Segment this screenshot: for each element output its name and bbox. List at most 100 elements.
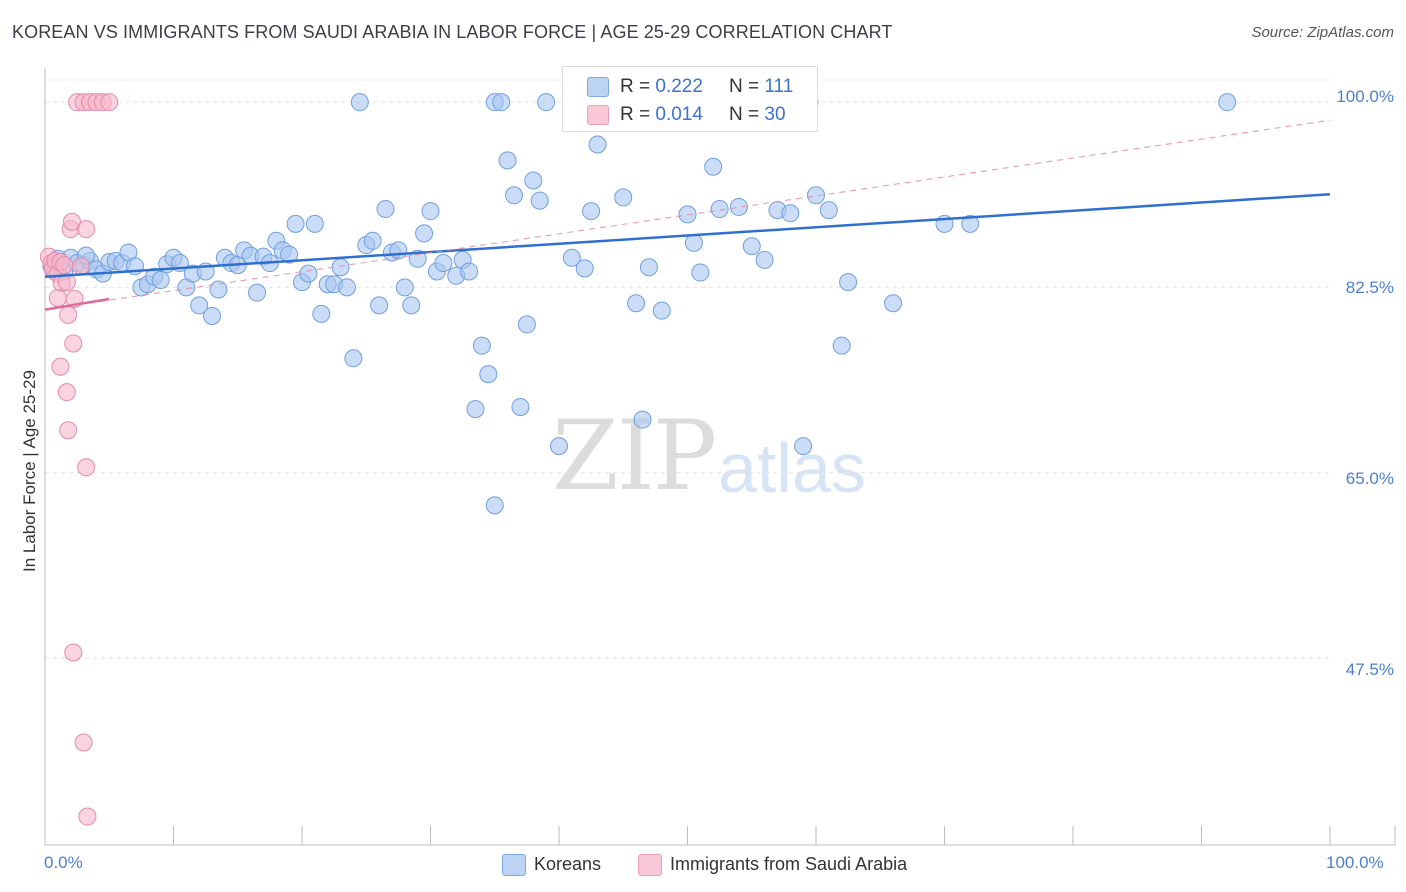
point-koreans-48 — [350, 93, 369, 112]
point-koreans-23 — [190, 296, 209, 315]
point-koreans-52 — [376, 200, 395, 219]
point-koreans-64 — [460, 262, 479, 281]
legend-swatch-saudi — [587, 105, 609, 125]
point-koreans-65 — [466, 400, 485, 419]
point-koreans-90 — [684, 233, 703, 252]
n-value-koreans: 111 — [764, 76, 794, 97]
point-saudi-7 — [55, 256, 74, 275]
point-koreans-37 — [280, 245, 299, 264]
series-legend: Koreans Immigrants from Saudi Arabia — [0, 852, 1406, 878]
point-koreans-105 — [884, 294, 903, 313]
point-koreans-51 — [370, 296, 389, 315]
point-koreans-86 — [633, 410, 652, 429]
point-koreans-104 — [839, 273, 858, 292]
legend-swatch-koreans-bottom — [502, 854, 526, 876]
point-koreans-78 — [550, 437, 568, 456]
point-saudi-26 — [64, 643, 83, 662]
point-koreans-79 — [562, 248, 581, 267]
y-tick-label-47-5: 47.5% — [1345, 660, 1394, 679]
point-koreans-40 — [299, 264, 318, 283]
point-koreans-82 — [588, 135, 607, 154]
y-tick-label-82-5: 82.5% — [1345, 278, 1394, 297]
y-tick-label-65: 65.0% — [1345, 469, 1394, 488]
n-value-saudi: 30 — [764, 104, 786, 125]
point-koreans-88 — [652, 301, 671, 320]
point-koreans-73 — [511, 397, 530, 416]
point-koreans-56 — [402, 296, 421, 315]
point-koreans-42 — [312, 304, 331, 323]
point-koreans-103 — [832, 336, 851, 355]
point-saudi-9 — [48, 288, 67, 307]
point-koreans-68 — [485, 496, 504, 515]
chart-source: Source: ZipAtlas.com — [1251, 24, 1394, 41]
point-koreans-50 — [363, 231, 382, 250]
legend-label-saudi: Immigrants from Saudi Arabia — [670, 854, 908, 874]
point-saudi-24 — [100, 93, 119, 112]
point-koreans-95 — [742, 237, 761, 256]
point-koreans-75 — [524, 171, 543, 190]
point-saudi-10 — [59, 305, 78, 324]
trend-line-saudi — [44, 297, 110, 311]
point-koreans-67 — [479, 365, 498, 384]
legend-swatch-koreans — [587, 77, 609, 97]
legend-label-koreans: Koreans — [534, 854, 602, 874]
point-koreans-58 — [415, 224, 434, 243]
point-saudi-15 — [51, 357, 70, 376]
r-value-saudi: 0.014 — [655, 104, 703, 125]
point-koreans-47 — [344, 349, 363, 368]
point-koreans-77 — [537, 93, 556, 112]
point-koreans-101 — [807, 186, 825, 205]
point-koreans-32 — [248, 283, 267, 302]
point-koreans-102 — [819, 201, 838, 220]
r-value-koreans: 0.222 — [655, 76, 703, 97]
point-saudi-17 — [59, 421, 78, 440]
point-koreans-74 — [517, 315, 536, 334]
point-koreans-84 — [614, 188, 633, 207]
y-tick-label-100: 100.0% — [1336, 87, 1394, 106]
point-koreans-46 — [337, 278, 356, 297]
point-koreans-96 — [755, 250, 774, 269]
point-koreans-87 — [639, 258, 658, 277]
point-saudi-13 — [64, 334, 83, 353]
point-koreans-98 — [781, 204, 800, 223]
point-koreans-55 — [395, 278, 414, 297]
point-koreans-17 — [151, 270, 170, 289]
point-koreans-80 — [575, 259, 594, 278]
stats-legend-row-koreans: R = 0.222 N = 111 — [563, 71, 817, 101]
point-koreans-107 — [961, 214, 980, 233]
point-koreans-99 — [794, 437, 813, 456]
trend-line-koreans — [44, 192, 1331, 279]
point-koreans-94 — [729, 197, 748, 216]
chart-title: KOREAN VS IMMIGRANTS FROM SAUDI ARABIA I… — [12, 22, 893, 42]
point-koreans-72 — [505, 186, 524, 205]
point-koreans-70 — [492, 93, 511, 112]
point-koreans-71 — [498, 151, 517, 170]
point-koreans-61 — [434, 254, 453, 273]
point-saudi-12 — [62, 212, 81, 231]
point-koreans-41 — [305, 214, 324, 233]
watermark-atlas: atlas — [718, 429, 866, 507]
x-tick-label-100: 100.0% — [1326, 853, 1384, 872]
point-koreans-59 — [421, 202, 440, 221]
point-koreans-76 — [530, 191, 549, 210]
point-koreans-108 — [1218, 93, 1237, 112]
point-koreans-85 — [627, 294, 646, 313]
point-koreans-57 — [408, 249, 427, 268]
point-koreans-93 — [710, 200, 729, 219]
point-saudi-29 — [71, 257, 90, 276]
point-saudi-27 — [74, 733, 93, 752]
point-koreans-25 — [203, 306, 222, 325]
point-saudi-16 — [57, 383, 76, 402]
point-koreans-66 — [472, 336, 491, 355]
point-koreans-92 — [704, 157, 723, 176]
point-koreans-91 — [691, 263, 710, 282]
point-saudi-8 — [57, 273, 76, 292]
x-tick-label-0: 0.0% — [44, 853, 83, 872]
point-saudi-25 — [77, 458, 96, 477]
stats-legend: R = 0.222 N = 111 R = 0.014 N = 30 — [562, 66, 818, 132]
point-koreans-38 — [286, 214, 305, 233]
point-koreans-81 — [582, 202, 601, 221]
point-saudi-18 — [77, 220, 96, 239]
stats-legend-row-saudi: R = 0.014 N = 30 — [563, 99, 817, 129]
